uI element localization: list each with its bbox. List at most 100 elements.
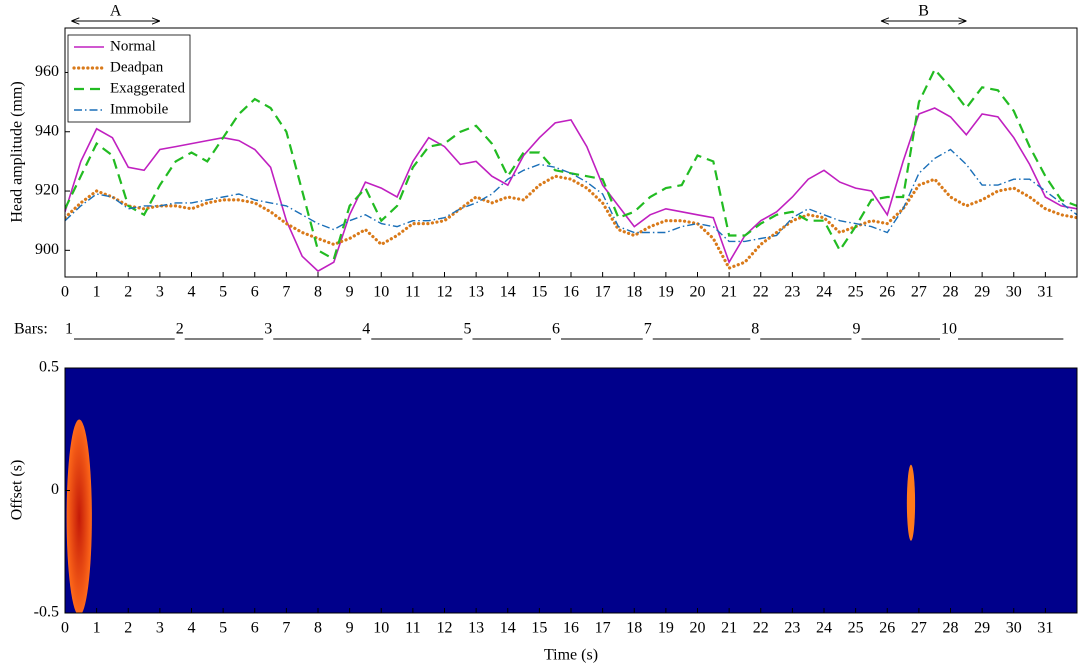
- heat-blob: [66, 419, 92, 613]
- y-axis-label: Offset (s): [9, 460, 26, 521]
- x-tick-label: 15: [531, 284, 547, 301]
- x-tick-label: 16: [563, 620, 579, 637]
- x-tick-label: 8: [314, 620, 322, 637]
- bars-label: Bars:: [14, 321, 48, 338]
- bar-number: 3: [264, 321, 272, 338]
- x-tick-label: 18: [626, 284, 642, 301]
- x-tick-label: 21: [721, 284, 737, 301]
- x-tick-label: 2: [124, 284, 132, 301]
- x-tick-label: 20: [690, 620, 706, 637]
- x-tick-label: 12: [437, 620, 453, 637]
- y-tick-label: -0.5: [34, 604, 59, 621]
- x-tick-label: 5: [219, 620, 227, 637]
- bar-number: 8: [751, 321, 759, 338]
- plot-frame: [64, 367, 1078, 614]
- x-tick-label: 23: [784, 284, 800, 301]
- legend-label: Normal: [110, 38, 156, 54]
- y-tick-label: 0: [51, 481, 59, 498]
- x-tick-label: 7: [282, 620, 290, 637]
- x-tick-label: 14: [500, 284, 516, 301]
- x-tick-label: 25: [848, 620, 864, 637]
- series-line: [65, 174, 1077, 271]
- x-tick-label: 13: [468, 284, 484, 301]
- x-axis-label: Time (s): [544, 647, 598, 664]
- y-tick-label: 920: [35, 182, 59, 199]
- bar-number: 9: [852, 321, 860, 338]
- x-tick-label: 30: [1006, 620, 1022, 637]
- legend-label: Deadpan: [110, 59, 164, 75]
- x-tick-label: 0: [61, 284, 69, 301]
- x-tick-label: 11: [405, 620, 420, 637]
- x-tick-label: 15: [531, 620, 547, 637]
- y-tick-label: 940: [35, 122, 59, 139]
- x-tick-label: 22: [753, 620, 769, 637]
- x-tick-label: 7: [282, 284, 290, 301]
- x-tick-label: 17: [595, 620, 611, 637]
- bar-number: 10: [941, 321, 957, 338]
- legend-label: Exaggerated: [110, 80, 185, 96]
- x-tick-label: 20: [690, 284, 706, 301]
- x-tick-label: 31: [1037, 620, 1053, 637]
- x-tick-label: 4: [188, 284, 196, 301]
- x-tick-label: 24: [816, 620, 832, 637]
- x-tick-label: 17: [595, 284, 611, 301]
- x-tick-label: 30: [1006, 284, 1022, 301]
- x-tick-label: 25: [848, 284, 864, 301]
- y-tick-label: 0.5: [39, 359, 59, 376]
- x-tick-label: 6: [251, 620, 259, 637]
- annotation-label: A: [110, 3, 122, 20]
- plot-frame: [64, 27, 1078, 278]
- x-tick-label: 28: [943, 284, 959, 301]
- bar-number: 1: [65, 321, 73, 338]
- x-tick-label: 10: [373, 284, 389, 301]
- heat-blob: [906, 464, 916, 541]
- x-tick-label: 18: [626, 620, 642, 637]
- x-tick-label: 26: [879, 620, 895, 637]
- x-tick-label: 24: [816, 284, 832, 301]
- annotation-label: B: [918, 3, 929, 20]
- x-tick-label: 21: [721, 620, 737, 637]
- x-tick-label: 9: [346, 620, 354, 637]
- x-tick-label: 5: [219, 284, 227, 301]
- bar-number: 4: [362, 321, 370, 338]
- bar-number: 2: [176, 321, 184, 338]
- x-tick-label: 1: [93, 284, 101, 301]
- x-tick-label: 4: [188, 620, 196, 637]
- x-tick-label: 29: [974, 620, 990, 637]
- series-line: [65, 148, 1077, 243]
- x-tick-label: 2: [124, 620, 132, 637]
- y-axis-label: Head amplitude (mm): [9, 81, 26, 222]
- x-tick-label: 26: [879, 284, 895, 301]
- x-tick-label: 23: [784, 620, 800, 637]
- x-tick-label: 3: [156, 620, 164, 637]
- x-tick-label: 19: [658, 620, 674, 637]
- x-tick-label: 22: [753, 284, 769, 301]
- legend-label: Immobile: [110, 101, 169, 117]
- x-tick-label: 0: [61, 620, 69, 637]
- series-line: [65, 107, 1077, 273]
- series-line: [65, 67, 1077, 261]
- x-tick-label: 27: [911, 284, 927, 301]
- x-tick-label: 9: [346, 284, 354, 301]
- x-tick-label: 3: [156, 284, 164, 301]
- bar-number: 6: [552, 321, 560, 338]
- heatmap-background: [65, 368, 1077, 613]
- x-tick-label: 14: [500, 620, 516, 637]
- x-tick-label: 6: [251, 284, 259, 301]
- bar-number: 5: [463, 321, 471, 338]
- x-tick-label: 31: [1037, 284, 1053, 301]
- y-tick-label: 960: [35, 63, 59, 80]
- bar-number: 7: [644, 321, 652, 338]
- x-tick-label: 12: [437, 284, 453, 301]
- x-tick-label: 19: [658, 284, 674, 301]
- x-tick-label: 10: [373, 620, 389, 637]
- x-tick-label: 29: [974, 284, 990, 301]
- x-tick-label: 28: [943, 620, 959, 637]
- y-tick-label: 900: [35, 241, 59, 258]
- x-tick-label: 1: [93, 620, 101, 637]
- x-tick-label: 16: [563, 284, 579, 301]
- x-tick-label: 27: [911, 620, 927, 637]
- x-tick-label: 8: [314, 284, 322, 301]
